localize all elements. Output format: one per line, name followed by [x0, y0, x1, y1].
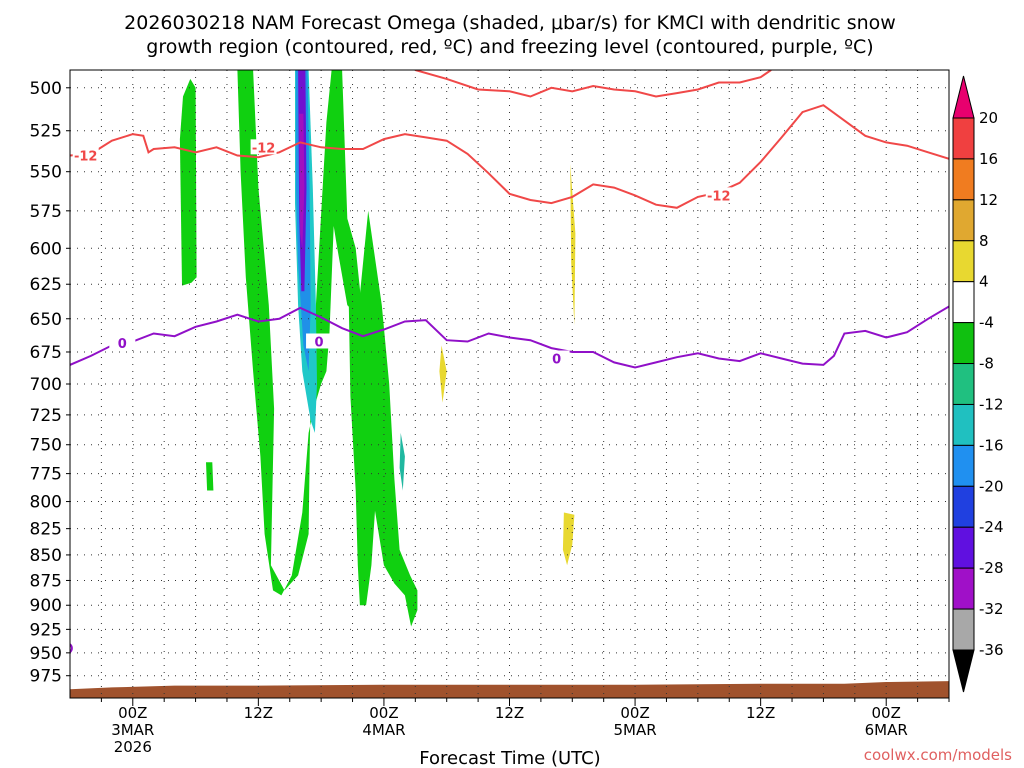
- freezing-contour-label-bg: [306, 333, 333, 349]
- x-tick-label: 6MAR: [865, 721, 908, 739]
- freezing-contour-label-bg: [543, 350, 570, 366]
- colorbar-bin: [952, 322, 975, 365]
- contours: -12 -12 -12 0 0 0: [70, 70, 949, 654]
- colorbar-label: -36: [979, 641, 1004, 659]
- colorbar-bin: [952, 567, 975, 610]
- x-tick-label: 00Z: [118, 704, 147, 722]
- colorbar-bin: [952, 403, 975, 446]
- y-tick-label: 575: [30, 202, 62, 222]
- omega-region-violet_core: [299, 113, 305, 249]
- colorbar-bin: [952, 240, 975, 283]
- y-tick-label: 975: [30, 667, 62, 687]
- freezing-contour-label: 0: [315, 335, 324, 350]
- colorbar-label: 4: [979, 273, 989, 291]
- x-tick-label: 2026: [114, 738, 152, 756]
- omega-region-teal: [399, 432, 405, 491]
- omega-region-yellow: [570, 163, 576, 326]
- x-tick-label: 00Z: [872, 704, 901, 722]
- omega-region-yellow: [439, 345, 447, 403]
- freezing-contour-label-bg: [109, 334, 136, 350]
- y-tick-label: 875: [30, 571, 62, 591]
- colorbar-bin: [952, 526, 975, 569]
- omega-region-green: [179, 78, 197, 286]
- y-tick-label: 900: [30, 596, 62, 616]
- plot-frame: [69, 69, 950, 699]
- y-tick-label: 950: [30, 644, 62, 664]
- colorbar-bin: [952, 158, 975, 201]
- dgz-contour-lower: [70, 104, 949, 209]
- y-tick-label: 925: [30, 620, 62, 640]
- y-tick-label: 600: [30, 239, 62, 259]
- x-tick-label: 5MAR: [613, 721, 656, 739]
- colorbar-bin: [952, 199, 975, 242]
- x-axis-label: Forecast Time (UTC): [419, 748, 600, 768]
- colorbar-label: 20: [979, 109, 998, 127]
- omega-region-green: [206, 462, 214, 491]
- y-tick-label: 825: [30, 520, 62, 540]
- y-tick-label: 650: [30, 310, 62, 330]
- freezing-contour-label: 0: [552, 352, 561, 367]
- colorbar-bin: [952, 281, 975, 324]
- colorbar-label: -28: [979, 559, 1004, 577]
- omega-region-green: [347, 218, 376, 606]
- x-tick-label: 3MAR: [111, 721, 154, 739]
- dgz-contour-label-bg: [250, 139, 277, 155]
- y-tick-label: 700: [30, 375, 62, 395]
- dgz-contour-label-bg: [72, 147, 99, 163]
- x-tick-label: 12Z: [495, 704, 524, 722]
- y-tick-label: 775: [30, 465, 62, 485]
- colorbar-label: -32: [979, 600, 1004, 618]
- y-axis: 500 525 550 575 600 625 650 675 700 725 750 775 800 8…: [30, 79, 70, 687]
- colorbar-bin: [952, 485, 975, 528]
- chart-title-line-1: 2026030218 NAM Forecast Omega (shaded, μ…: [124, 12, 896, 34]
- x-tick-label: 00Z: [620, 704, 649, 722]
- colorbar-label: -4: [979, 314, 994, 332]
- y-tick-label: 525: [30, 122, 62, 142]
- y-tick-label: 550: [30, 163, 62, 183]
- freezing-level-contour: [70, 305, 949, 369]
- y-tick-label: 800: [30, 493, 62, 513]
- x-tick-label: 4MAR: [362, 721, 405, 739]
- colorbar-bin: [952, 117, 975, 160]
- dgz-contour-label-bg: [705, 187, 732, 203]
- y-tick-label: 675: [30, 343, 62, 363]
- colorbar-label: -8: [979, 355, 994, 373]
- colorbar-bin: [952, 444, 975, 487]
- colorbar-label: -24: [979, 518, 1004, 536]
- colorbar-label: -12: [979, 395, 1004, 413]
- dgz-contour-upper: [415, 70, 772, 98]
- x-tick-label: 12Z: [746, 704, 775, 722]
- y-tick-label: 500: [30, 79, 62, 99]
- y-tick-label: 625: [30, 275, 62, 295]
- chart-title-line-2: growth region (contoured, red, ºC) and f…: [146, 36, 873, 58]
- dgz-contour-label: -12: [252, 141, 276, 156]
- ground-surface: [70, 681, 949, 698]
- dgz-contour-label: -12: [74, 150, 98, 165]
- x-tick-label: 12Z: [244, 704, 273, 722]
- grid: [70, 70, 950, 698]
- y-tick-label: 725: [30, 406, 62, 426]
- dgz-contour-label: -12: [707, 189, 731, 204]
- colorbar-bottom-arrow: [952, 649, 975, 693]
- colorbar-top-arrow: [952, 75, 975, 119]
- freezing-level-fragment: [70, 643, 73, 654]
- credit-text: coolwx.com/models: [864, 746, 1012, 764]
- colorbar-label: -20: [979, 477, 1004, 495]
- colorbar-label: -16: [979, 436, 1004, 454]
- freezing-contour-label: 0: [118, 337, 127, 352]
- y-tick-label: 750: [30, 436, 62, 456]
- colorbar-bin: [952, 608, 975, 651]
- omega-region-yellow: [562, 512, 575, 566]
- colorbar-label: 12: [979, 191, 998, 209]
- colorbar: 20 16 12 8 4 -4 -8 -12 -16 -20 -24 -28 -32 -36: [952, 75, 1004, 693]
- colorbar-label: 8: [979, 232, 989, 250]
- colorbar-label: 16: [979, 150, 998, 168]
- colorbar-bin: [952, 363, 975, 405]
- y-tick-label: 850: [30, 546, 62, 566]
- x-tick-label: 00Z: [369, 704, 398, 722]
